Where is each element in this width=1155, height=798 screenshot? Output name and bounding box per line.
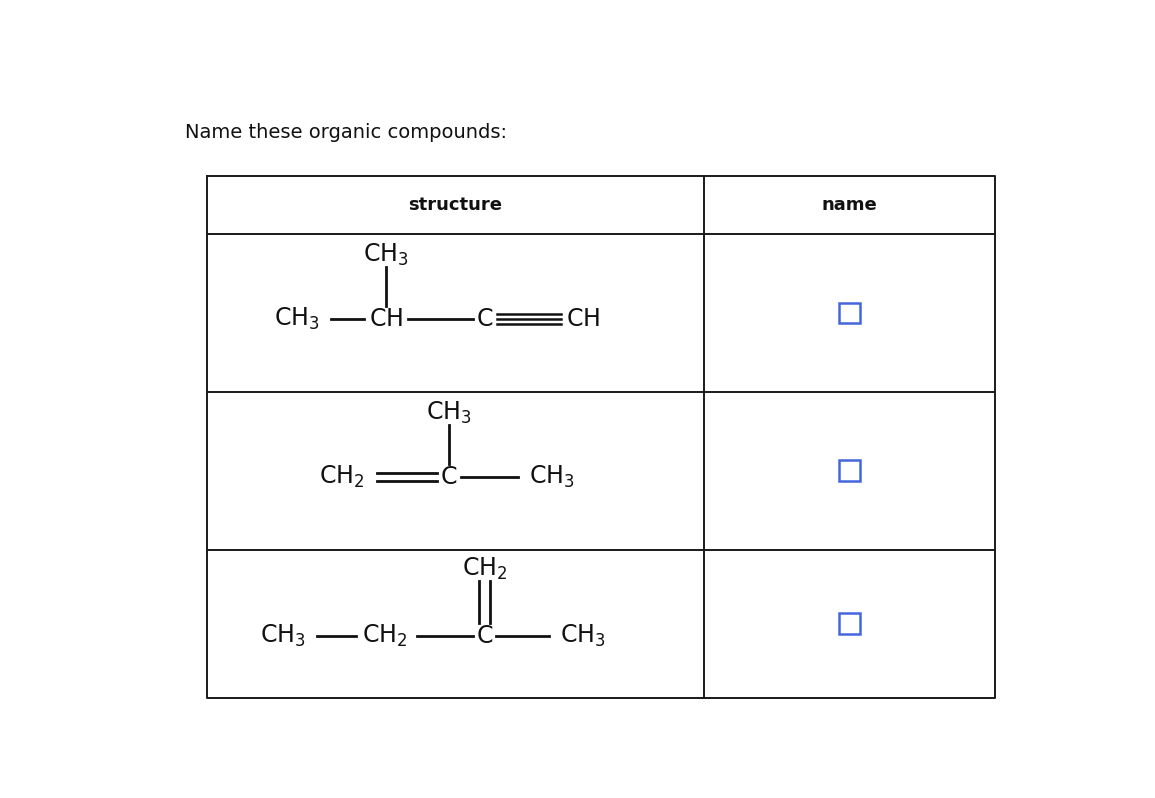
Bar xyxy=(839,460,860,481)
Text: $\mathregular{CH_3}$: $\mathregular{CH_3}$ xyxy=(529,464,574,490)
Text: $\mathregular{CH_2}$: $\mathregular{CH_2}$ xyxy=(319,464,364,490)
Text: $\mathregular{C}$: $\mathregular{C}$ xyxy=(476,624,493,648)
Text: structure: structure xyxy=(409,196,502,214)
Text: $\mathregular{C}$: $\mathregular{C}$ xyxy=(476,307,493,331)
Text: $\mathregular{CH_3}$: $\mathregular{CH_3}$ xyxy=(560,623,606,650)
Text: $\mathregular{CH_3}$: $\mathregular{CH_3}$ xyxy=(363,242,409,267)
Text: $\mathregular{CH}$: $\mathregular{CH}$ xyxy=(370,307,403,331)
Bar xyxy=(839,614,860,634)
Text: $\mathregular{CH_3}$: $\mathregular{CH_3}$ xyxy=(260,623,306,650)
Text: $\mathregular{CH_2}$: $\mathregular{CH_2}$ xyxy=(362,623,407,650)
Text: name: name xyxy=(821,196,877,214)
Text: $\mathregular{CH}$: $\mathregular{CH}$ xyxy=(566,307,599,331)
Bar xyxy=(839,302,860,323)
Text: $\mathregular{CH_2}$: $\mathregular{CH_2}$ xyxy=(462,555,507,582)
Text: $\mathregular{CH_3}$: $\mathregular{CH_3}$ xyxy=(426,400,471,425)
Text: $\mathregular{C}$: $\mathregular{C}$ xyxy=(440,465,457,489)
Text: $\mathregular{CH_3}$: $\mathregular{CH_3}$ xyxy=(274,306,320,332)
Text: Name these organic compounds:: Name these organic compounds: xyxy=(185,124,507,142)
